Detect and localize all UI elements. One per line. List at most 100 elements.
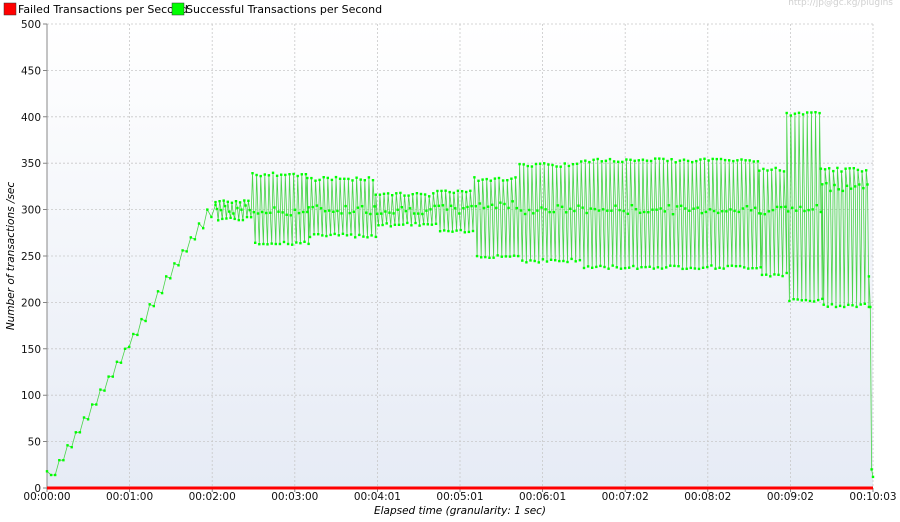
successful-data-point	[600, 160, 603, 163]
successful-data-point	[282, 240, 286, 244]
legend-swatch-failed	[3, 2, 17, 16]
successful-data-point	[643, 210, 646, 214]
successful-data-point	[128, 345, 131, 349]
successful-data-point	[788, 299, 791, 303]
successful-data-point	[608, 157, 612, 161]
successful-data-point	[436, 189, 439, 193]
successful-data-point	[458, 212, 461, 215]
successful-data-point	[107, 375, 110, 378]
successful-data-point	[688, 209, 691, 212]
successful-data-point	[684, 207, 687, 210]
successful-data-point	[759, 212, 762, 215]
successful-data-point	[558, 259, 561, 263]
successful-data-point	[673, 264, 676, 268]
successful-data-point	[619, 267, 623, 270]
successful-data-point	[452, 191, 455, 195]
successful-data-point	[758, 212, 761, 215]
successful-data-point	[440, 189, 443, 193]
successful-data-point	[681, 267, 684, 271]
successful-data-point	[711, 157, 714, 161]
successful-data-point	[156, 290, 160, 293]
successful-data-point	[597, 209, 601, 212]
successful-data-point	[402, 223, 405, 226]
successful-data-point	[692, 207, 695, 210]
successful-data-point	[845, 184, 849, 187]
successful-data-point	[363, 179, 366, 182]
successful-data-point	[280, 173, 283, 176]
successful-data-point	[669, 264, 672, 267]
successful-data-point	[856, 168, 860, 172]
successful-data-point	[256, 212, 260, 215]
successful-data-point	[493, 177, 497, 180]
successful-data-point	[585, 211, 588, 215]
successful-data-point	[307, 242, 310, 246]
successful-data-point	[456, 189, 460, 192]
successful-data-point	[808, 299, 812, 303]
successful-data-point	[373, 205, 376, 208]
successful-data-point	[638, 211, 642, 214]
successful-data-point	[293, 208, 297, 211]
successful-data-point	[489, 179, 492, 182]
successful-data-point	[512, 254, 516, 257]
successful-data-point	[633, 159, 636, 162]
successful-data-point	[455, 229, 458, 232]
successful-data-point	[729, 208, 732, 211]
successful-data-point	[588, 160, 591, 164]
successful-data-point	[419, 192, 423, 196]
successful-data-point	[736, 159, 739, 162]
successful-data-point	[843, 305, 846, 309]
successful-data-point	[777, 273, 780, 276]
successful-data-point	[396, 208, 399, 211]
successful-data-point	[377, 224, 380, 227]
successful-data-point	[823, 168, 827, 171]
successful-data-point	[378, 193, 382, 196]
successful-data-point	[774, 166, 777, 170]
successful-data-point	[748, 159, 751, 162]
x-tick-label: 00:00:00	[23, 491, 70, 503]
y-tick-label: 400	[21, 112, 41, 124]
successful-data-point	[828, 167, 831, 170]
successful-data-point	[349, 233, 353, 236]
successful-data-point	[662, 157, 665, 161]
x-tick-label: 00:04:01	[354, 491, 401, 503]
successful-data-point	[547, 163, 550, 166]
successful-data-point	[269, 211, 272, 214]
successful-data-point	[362, 235, 365, 238]
successful-data-point	[763, 213, 766, 216]
successful-data-point	[622, 209, 625, 213]
successful-data-point	[636, 267, 639, 270]
successful-data-point	[644, 265, 647, 269]
y-tick-label: 350	[21, 158, 41, 170]
successful-data-point	[111, 375, 114, 378]
successful-data-point	[554, 259, 557, 262]
successful-data-point	[851, 304, 854, 307]
successful-data-point	[49, 473, 53, 477]
successful-data-point	[375, 212, 379, 215]
successful-data-point	[837, 188, 840, 191]
successful-data-point	[62, 459, 65, 462]
successful-data-point	[770, 168, 773, 171]
successful-data-point	[538, 162, 542, 165]
successful-data-point	[671, 213, 675, 216]
successful-data-point	[719, 157, 723, 161]
successful-data-point	[786, 210, 790, 213]
successful-data-point	[234, 200, 238, 203]
successful-data-point	[640, 266, 643, 269]
successful-data-point	[582, 266, 586, 270]
successful-data-point	[699, 158, 702, 161]
successful-data-point	[503, 202, 506, 206]
successful-data-point	[221, 217, 224, 221]
successful-data-point	[521, 259, 524, 262]
successful-data-point	[103, 389, 106, 392]
successful-data-point	[410, 224, 413, 227]
successful-data-point	[793, 112, 797, 115]
legend-swatch-successful	[171, 2, 185, 16]
successful-data-point	[66, 444, 69, 447]
successful-data-point	[497, 176, 501, 180]
y-tick-label: 250	[21, 251, 41, 263]
successful-data-point	[432, 192, 435, 195]
successful-data-point	[515, 206, 518, 210]
successful-data-point	[307, 206, 310, 209]
successful-data-point	[701, 266, 705, 269]
